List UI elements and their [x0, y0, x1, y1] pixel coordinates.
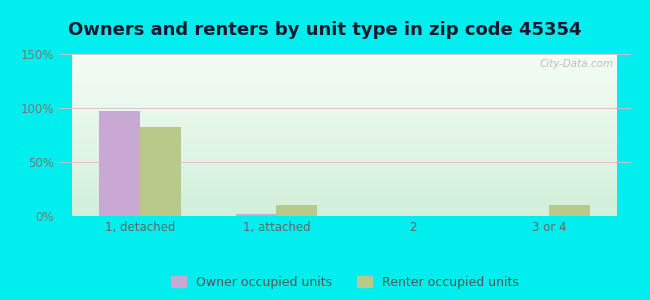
Bar	[235, 214, 276, 216]
Bar	[276, 205, 317, 216]
Text: City-Data.com: City-Data.com	[540, 59, 614, 69]
Legend: Owner occupied units, Renter occupied units: Owner occupied units, Renter occupied un…	[166, 271, 523, 294]
Bar	[140, 128, 181, 216]
Bar	[549, 205, 590, 216]
Text: Owners and renters by unit type in zip code 45354: Owners and renters by unit type in zip c…	[68, 21, 582, 39]
Bar	[99, 111, 140, 216]
